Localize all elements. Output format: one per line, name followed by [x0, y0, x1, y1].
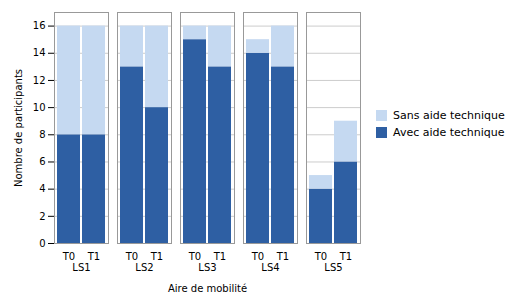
svg-text:LS3: LS3 — [198, 262, 216, 273]
html-text:Avec aide technique: Avec aide technique — [393, 126, 505, 139]
svg-text:6: 6 — [39, 156, 45, 167]
svg-text:Aire de mobilité: Aire de mobilité — [168, 283, 247, 294]
svg-text:LS2: LS2 — [135, 262, 153, 273]
svg-text:T1: T1 — [213, 251, 226, 262]
svg-text:8: 8 — [39, 129, 45, 140]
svg-text:T0: T0 — [314, 251, 327, 262]
svg-text:T0: T0 — [188, 251, 201, 262]
svg-text:LS1: LS1 — [72, 262, 90, 273]
svg-text:T1: T1 — [339, 251, 352, 262]
html-text:Sans aide technique: Sans aide technique — [393, 109, 505, 122]
svg-text:T1: T1 — [150, 251, 163, 262]
svg-text:T1: T1 — [276, 251, 289, 262]
svg-text:LS5: LS5 — [324, 262, 342, 273]
svg-text:LS4: LS4 — [261, 262, 279, 273]
svg-text:14: 14 — [33, 47, 46, 58]
svg-text:2: 2 — [39, 211, 45, 222]
svg-text:T0: T0 — [251, 251, 264, 262]
svg-text:4: 4 — [39, 183, 45, 194]
svg-text:10: 10 — [33, 102, 46, 113]
svg-text:T1: T1 — [87, 251, 100, 262]
svg-text:T0: T0 — [125, 251, 138, 262]
svg-text:16: 16 — [33, 20, 46, 31]
svg-text:T0: T0 — [62, 251, 75, 262]
svg-text:12: 12 — [33, 75, 46, 86]
svg-text:Nombre de participants: Nombre de participants — [13, 69, 24, 187]
svg-text:0: 0 — [39, 238, 45, 249]
